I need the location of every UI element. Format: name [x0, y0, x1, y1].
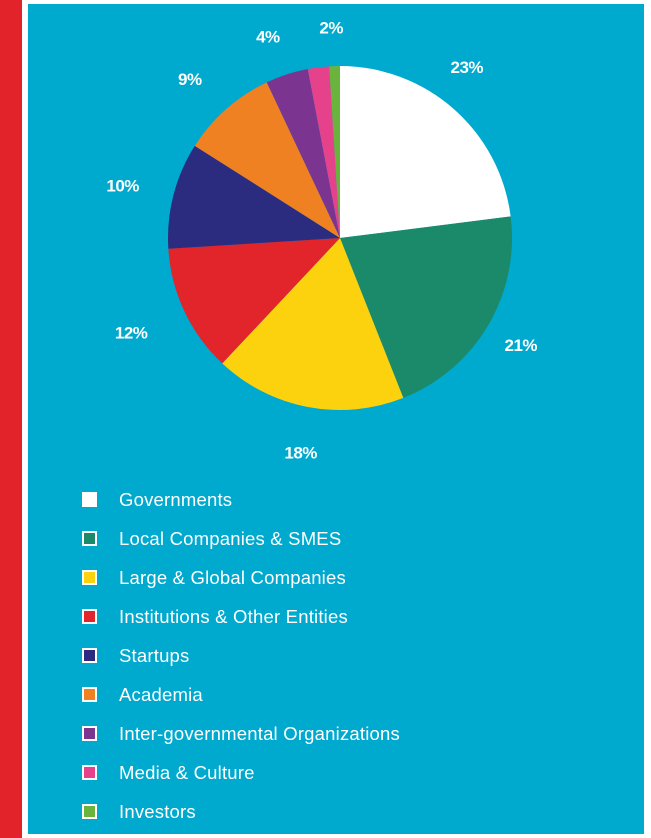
slice-label-12-percent: 12% [115, 324, 148, 343]
pie-slice-large-global-companies [222, 238, 404, 410]
legend-item-local-companies-smes: Local Companies & SMES [82, 519, 400, 558]
legend-swatch [82, 804, 97, 819]
slice-label-23-percent: 23% [451, 58, 484, 77]
chart-panel: 23% 21% 18% 12% 10% 9% 4% 2% Governments Local C… [28, 4, 644, 834]
legend-item-inter-governmental-organizations: Inter-governmental Organizations [82, 714, 400, 753]
slice-label-4-percent: 4% [256, 27, 280, 46]
legend-item-investors: Investors [82, 792, 400, 831]
legend-label: Investors [119, 800, 196, 822]
pie-slice-investors [329, 66, 340, 238]
legend-item-media-culture: Media & Culture [82, 753, 400, 792]
legend-item-institutions-other-entities: Institutions & Other Entities [82, 597, 400, 636]
legend-label: Governments [119, 488, 233, 510]
pie-slice-academia [194, 82, 340, 238]
slice-label-9-percent: 9% [178, 70, 202, 89]
legend-item-large-global-companies: Large & Global Companies [82, 558, 400, 597]
slice-label-2-percent: 2% [319, 19, 343, 38]
legend: Governments Local Companies & SMES Large &… [82, 480, 400, 831]
pie-slice-institutions-other-entities [168, 238, 340, 364]
legend-swatch [82, 570, 97, 585]
legend-swatch [82, 687, 97, 702]
legend-label: Inter-governmental Organizations [119, 722, 400, 744]
legend-swatch [82, 609, 97, 624]
legend-label: Academia [119, 683, 203, 705]
legend-label: Large & Global Companies [119, 566, 346, 588]
legend-label: Media & Culture [119, 761, 255, 783]
pie-slice-media-culture [307, 66, 340, 238]
legend-item-governments: Governments [82, 480, 400, 519]
legend-swatch [82, 492, 97, 507]
legend-label: Startups [119, 644, 190, 666]
legend-swatch [82, 765, 97, 780]
left-red-band [0, 0, 22, 838]
slice-label-10-percent: 10% [106, 176, 139, 195]
pie-chart: 23% 21% 18% 12% 10% 9% 4% 2% [106, 19, 538, 463]
legend-label: Local Companies & SMES [119, 527, 342, 549]
legend-item-startups: Startups [82, 636, 400, 675]
legend-swatch [82, 531, 97, 546]
legend-item-academia: Academia [82, 675, 400, 714]
slice-label-21-percent: 21% [504, 336, 537, 355]
slice-label-18-percent: 18% [284, 443, 317, 462]
pie-slice-inter-governmental-organizations [266, 69, 340, 238]
pie-slice-governments [340, 66, 511, 238]
pie-slice-startups [168, 145, 340, 249]
legend-label: Institutions & Other Entities [119, 605, 348, 627]
pie-slice-local-companies-smes [340, 216, 512, 398]
legend-swatch [82, 648, 97, 663]
legend-swatch [82, 726, 97, 741]
